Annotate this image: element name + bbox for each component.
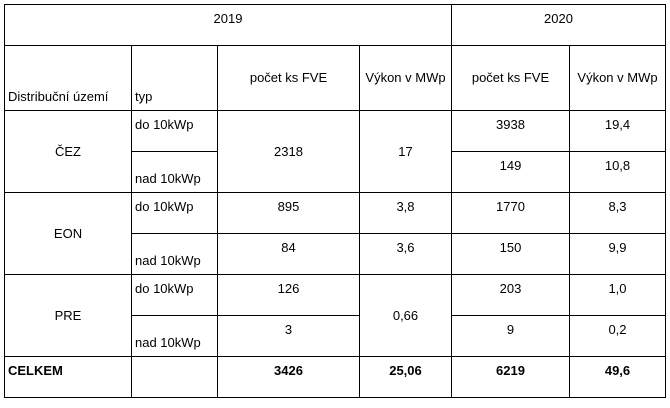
type-cell: nad 10kWp <box>131 151 218 193</box>
count-2020-cell: 203 <box>451 274 570 316</box>
count-2020-cell: 9 <box>451 315 570 357</box>
power-2019-header: Výkon v MWp <box>359 45 452 111</box>
total-row: CELKEM 3426 25,06 6219 49,6 <box>4 356 666 398</box>
table-row: nad 10kWp 3 9 0,2 <box>5 315 666 357</box>
power-2020-cell: 9,9 <box>569 233 666 275</box>
table-row: nad 10kWp 84 3,6 150 9,9 <box>5 233 666 275</box>
year-2020-header: 2020 <box>451 4 666 46</box>
table-row: nad 10kWp 149 10,8 <box>5 151 666 193</box>
region-name: EON <box>4 192 132 275</box>
count-2019-cell: 2318 <box>217 110 360 193</box>
power-2019-cell: 3,6 <box>359 233 452 275</box>
table-row: PRE do 10kWp 126 0,66 203 1,0 <box>4 274 666 357</box>
fve-statistics-table: 2019 2020 Distribuční území typ počet ks… <box>4 4 666 398</box>
count-2020-cell: 1770 <box>451 192 570 234</box>
count-2019-cell: 126 <box>217 274 360 316</box>
power-2020-cell: 10,8 <box>569 151 666 193</box>
table-row: ČEZ do 10kWp 2318 17 3938 19,4 <box>4 110 666 193</box>
total-count-2019: 3426 <box>217 356 360 398</box>
power-2020-cell: 0,2 <box>569 315 666 357</box>
total-count-2020: 6219 <box>451 356 570 398</box>
count-2019-cell: 895 <box>217 192 360 234</box>
type-cell: nad 10kWp <box>131 315 218 357</box>
total-power-2020: 49,6 <box>569 356 666 398</box>
count-2020-cell: 149 <box>451 151 570 193</box>
total-label: CELKEM <box>4 356 132 398</box>
type-cell: do 10kWp <box>131 192 218 234</box>
power-2020-cell: 8,3 <box>569 192 666 234</box>
type-header: typ <box>131 45 218 111</box>
power-2019-cell: 3,8 <box>359 192 452 234</box>
power-2020-cell: 1,0 <box>569 274 666 316</box>
power-2020-cell: 19,4 <box>569 110 666 152</box>
power-2020-header: Výkon v MWp <box>569 45 666 111</box>
year-header-row: 2019 2020 <box>4 4 666 46</box>
type-cell: do 10kWp <box>131 110 218 152</box>
power-2019-cell: 0,66 <box>359 274 452 357</box>
power-2019-cell: 17 <box>359 110 452 193</box>
count-2020-header: počet ks FVE <box>451 45 570 111</box>
count-2020-cell: 150 <box>451 233 570 275</box>
region-name: ČEZ <box>4 110 132 193</box>
total-type-empty <box>131 356 218 398</box>
type-cell: nad 10kWp <box>131 233 218 275</box>
region-header: Distribuční území <box>4 45 132 111</box>
count-2019-header: počet ks FVE <box>217 45 360 111</box>
count-2019-cell: 84 <box>217 233 360 275</box>
total-power-2019: 25,06 <box>359 356 452 398</box>
column-header-row: Distribuční území typ počet ks FVE Výkon… <box>4 45 666 111</box>
count-2020-cell: 3938 <box>451 110 570 152</box>
table-row: EON do 10kWp 895 3,8 1770 8,3 <box>4 192 666 275</box>
region-name: PRE <box>4 274 132 357</box>
type-cell: do 10kWp <box>131 274 218 316</box>
year-2019-header: 2019 <box>4 4 452 46</box>
count-2019-cell: 3 <box>217 315 360 357</box>
